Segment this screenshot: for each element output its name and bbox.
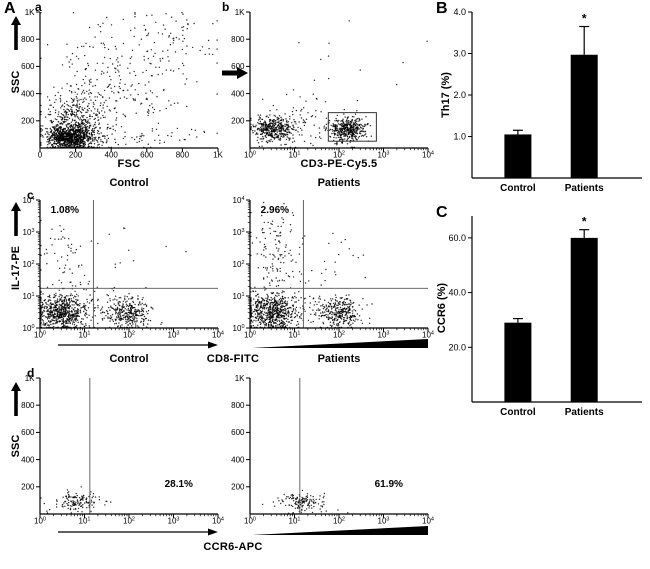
x-axis-wedge-arrow-icon-patients-cd8 (252, 339, 428, 348)
bar-chart-th17: 1.0 2.0 3.0 4.0 Control * Patients (453, 7, 642, 194)
bar-chart-ccr6: 20.0 40.0 60.0 Control * Patients (448, 215, 642, 418)
svg-text:200: 200 (21, 117, 35, 126)
svg-text:101: 101 (79, 331, 91, 340)
x-axis-label-ccr6: CCR6-APC (203, 541, 263, 553)
svg-text:200: 200 (231, 117, 245, 126)
y-axis-label-ssc-a: SSC (10, 70, 22, 94)
svg-text:600: 600 (21, 62, 35, 71)
y-axis-label-ccr6-pct: CCR6 (%) (436, 282, 448, 334)
x-axis-label-cd3: CD3-PE-Cy5.5 (300, 158, 378, 170)
flow-plot-fsc-ssc: 0 200 400 600 800 1K 200 400 600 800 1K (21, 8, 223, 160)
panel-letter-A: A (4, 0, 16, 17)
flow-plot-il17-cd8-control: 100 101 102 103 104 100 101 102 103 104 1.08% (23, 196, 224, 340)
svg-text:101: 101 (23, 292, 35, 301)
flow-plot-il17-cd8-patients: 100 101 102 103 104 100 101 102 103 104 2.96% (233, 196, 434, 340)
subpanel-letter-a: a (35, 0, 42, 14)
flow-plot-ccr6-ssc-patients: 100 101 102 103 104 200 400 600 800 1K 61.9% (231, 374, 434, 526)
svg-text:103: 103 (378, 151, 390, 160)
svg-text:1K: 1K (213, 151, 223, 160)
x-axis-label-fsc: FSC (117, 158, 141, 170)
svg-text:104: 104 (422, 151, 434, 160)
svg-text:400: 400 (21, 89, 35, 98)
y-axis-up-arrow-icon-c (11, 202, 21, 236)
subpanel-letter-b: b (222, 0, 230, 14)
svg-text:1K: 1K (25, 8, 35, 17)
x-axis-arrow-icon-control-cd8 (58, 341, 218, 349)
svg-text:100: 100 (34, 331, 46, 340)
svg-text:102: 102 (123, 331, 135, 340)
x-axis-label-cd8: CD8-FITC (206, 353, 260, 365)
svg-text:800: 800 (176, 151, 190, 160)
subpanel-letter-d: d (27, 366, 35, 380)
svg-text:400: 400 (231, 89, 245, 98)
svg-text:800: 800 (21, 35, 35, 44)
svg-text:600: 600 (231, 62, 245, 71)
svg-text:100: 100 (23, 324, 35, 333)
svg-text:1.08%: 1.08% (51, 205, 79, 216)
flow-plot-cd3-ssc: 100 101 102 103 104 200 400 600 800 1K (231, 8, 434, 160)
svg-text:800: 800 (231, 35, 245, 44)
panel-letter-B: B (436, 0, 448, 17)
x-axis-wedge-arrow-icon-patients-ccr6 (252, 526, 428, 535)
y-axis-label-ssc-d: SSC (10, 434, 22, 458)
svg-text:100: 100 (244, 151, 256, 160)
panel-letter-C: C (436, 204, 448, 221)
gate-right-arrow-icon (222, 67, 248, 79)
svg-text:101: 101 (289, 151, 301, 160)
flow-plot-ccr6-ssc-control: 100 101 102 103 104 200 400 600 800 1K 28.1% (21, 374, 224, 526)
y-axis-label-th17-pct: Th17 (%) (440, 72, 452, 118)
svg-text:200: 200 (69, 151, 83, 160)
y-axis-up-arrow-icon-d (11, 382, 21, 416)
column-label-patients-mid: Patients (317, 353, 361, 365)
svg-text:103: 103 (23, 228, 35, 237)
svg-text:102: 102 (23, 260, 35, 269)
column-label-control-mid: Control (109, 353, 149, 365)
x-axis-arrow-icon-control-ccr6 (58, 528, 218, 536)
svg-text:400: 400 (105, 151, 119, 160)
svg-text:104: 104 (23, 196, 35, 205)
column-label-control-top: Control (109, 177, 149, 189)
svg-text:0: 0 (38, 151, 43, 160)
svg-text:104: 104 (212, 331, 224, 340)
subpanel-letter-c: c (27, 188, 34, 202)
svg-text:102: 102 (333, 151, 345, 160)
svg-text:103: 103 (168, 331, 180, 340)
y-axis-label-il17: IL-17-PE (10, 245, 22, 291)
column-label-patients-top: Patients (317, 177, 361, 189)
y-axis-up-arrow-icon-a (11, 16, 21, 50)
svg-text:600: 600 (140, 151, 154, 160)
svg-text:1K: 1K (235, 8, 245, 17)
